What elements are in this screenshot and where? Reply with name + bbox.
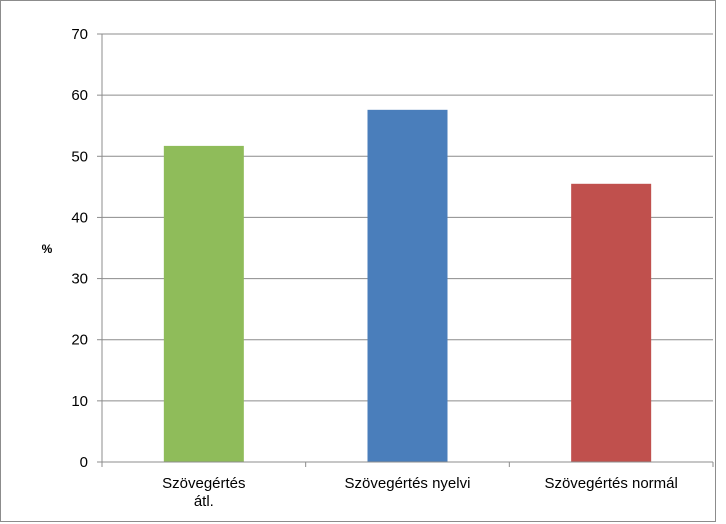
x-category-label: Szövegértés [162,475,245,492]
bar-1 [163,145,244,463]
x-category-label: átl. [194,493,214,510]
x-category-label: Szövegértés normál [544,475,677,492]
y-tick-label: 40 [71,209,88,226]
y-tick-label: 10 [71,393,88,410]
y-tick-label: 30 [71,271,88,288]
bar-2 [367,109,448,463]
x-category-label: Szövegértés nyelvi [345,475,471,492]
y-tick-label: 70 [71,26,88,43]
y-axis-title: % [42,242,53,256]
y-tick-label: 50 [71,148,88,165]
y-tick-label: 20 [71,332,88,349]
y-tick-label: 0 [80,454,88,471]
y-tick-label: 60 [71,87,88,104]
bars [163,109,652,463]
y-axis-ticks: 0 10 20 30 40 50 60 70 [71,26,102,471]
bar-3 [571,183,652,463]
